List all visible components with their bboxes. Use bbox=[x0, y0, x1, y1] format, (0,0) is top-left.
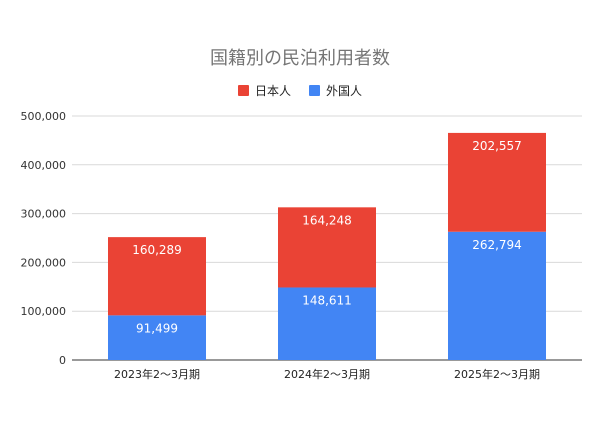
y-tick-label: 500,000 bbox=[21, 110, 67, 123]
bar-foreign bbox=[278, 287, 376, 360]
y-tick-label: 400,000 bbox=[21, 159, 67, 172]
data-label-foreign: 148,611 bbox=[302, 293, 352, 307]
y-tick-label: 0 bbox=[59, 354, 66, 367]
chart-title: 国籍別の民泊利用者数 bbox=[210, 48, 390, 69]
data-label-japanese: 164,248 bbox=[302, 213, 352, 227]
bar-japanese bbox=[278, 207, 376, 288]
x-tick-label: 2025年2～3月期 bbox=[454, 367, 540, 381]
data-label-foreign: 91,499 bbox=[136, 321, 178, 335]
legend: 日本人 外国人 bbox=[0, 82, 600, 99]
bar-japanese bbox=[108, 237, 206, 316]
y-tick-label: 200,000 bbox=[21, 256, 67, 269]
legend-item-japanese: 日本人 bbox=[237, 82, 291, 99]
data-label-foreign: 262,794 bbox=[472, 238, 522, 252]
bar-foreign bbox=[108, 315, 206, 360]
y-tick-label: 100,000 bbox=[21, 305, 67, 318]
data-label-japanese: 160,289 bbox=[132, 243, 182, 257]
data-label-japanese: 202,557 bbox=[472, 139, 522, 153]
y-tick-label: 300,000 bbox=[21, 208, 67, 221]
legend-item-foreign: 外国人 bbox=[309, 82, 362, 99]
legend-swatch-japanese bbox=[237, 85, 249, 96]
x-tick-label: 2024年2～3月期 bbox=[284, 367, 370, 381]
legend-swatch-foreign bbox=[309, 85, 320, 96]
bar-japanese bbox=[448, 132, 546, 232]
x-tick-label: 2023年2～3月期 bbox=[114, 367, 200, 381]
bar-foreign bbox=[448, 231, 546, 360]
legend-label-japanese: 日本人 bbox=[254, 84, 291, 98]
legend-label-foreign: 外国人 bbox=[326, 84, 363, 98]
